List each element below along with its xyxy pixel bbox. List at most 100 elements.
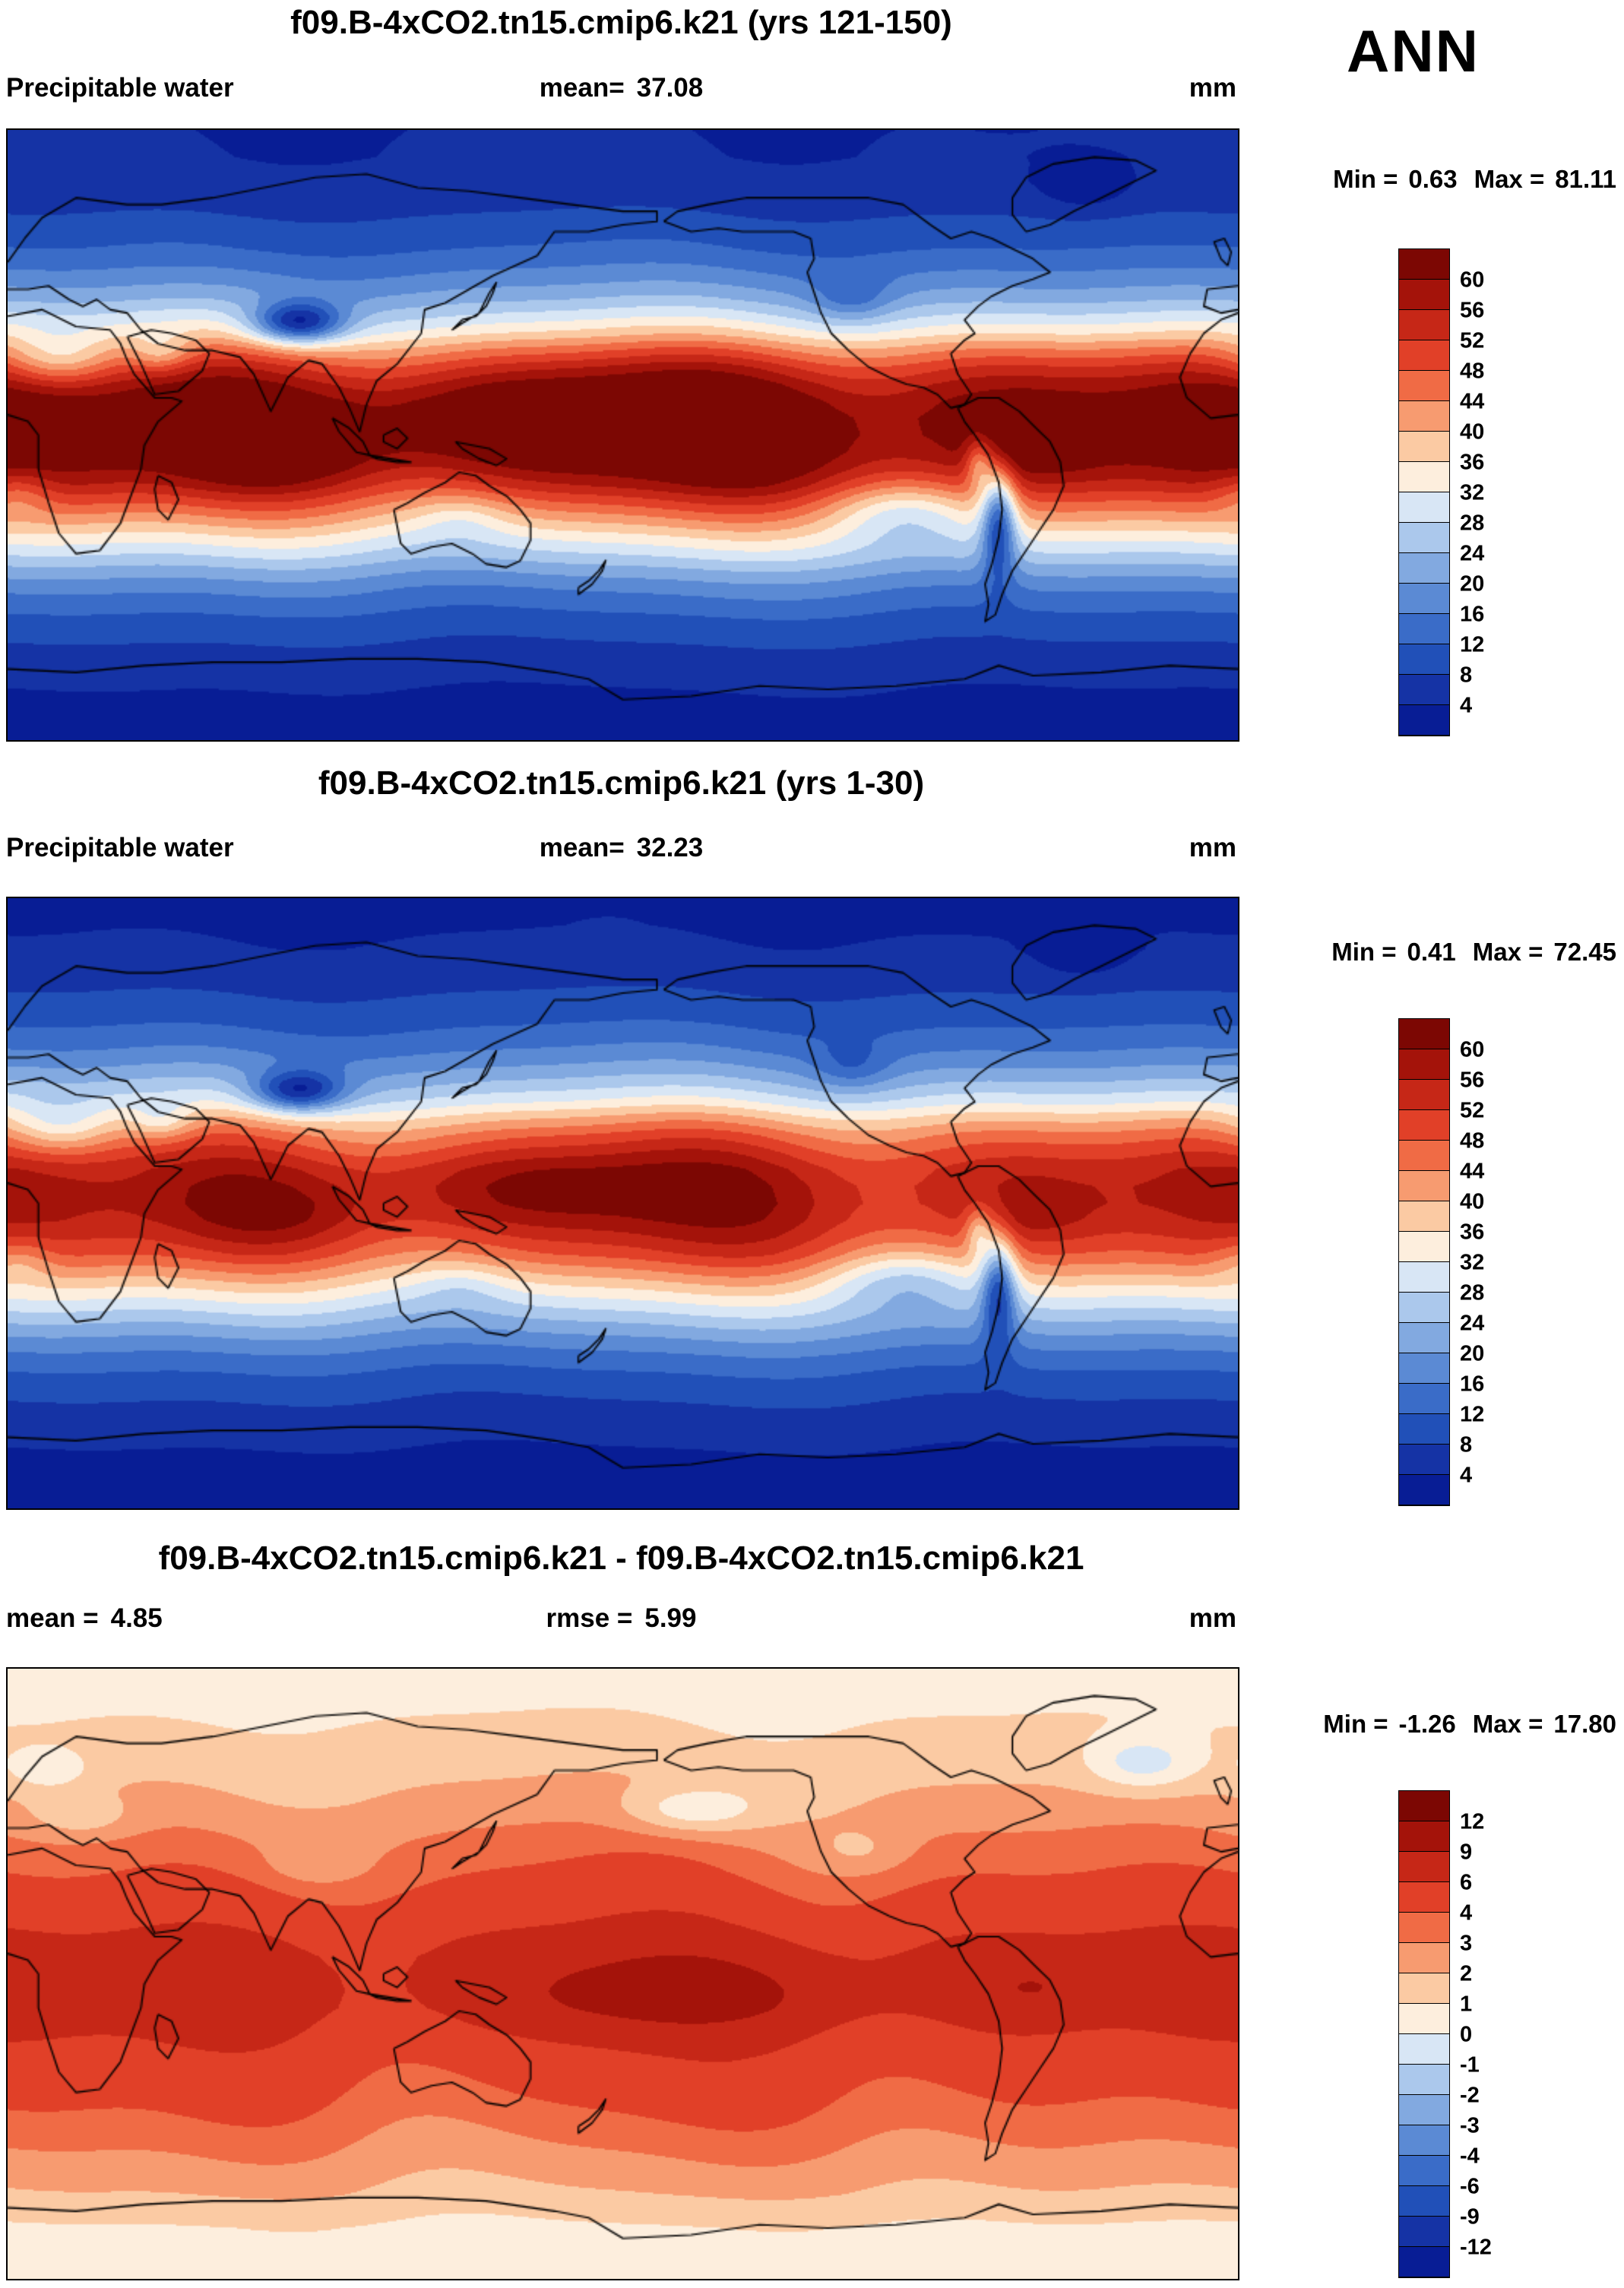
colorbar-box	[1399, 2065, 1449, 2095]
colorbar-box	[1399, 2217, 1449, 2247]
colorbar-label: -4	[1460, 2144, 1480, 2169]
colorbar-label: 0	[1460, 2022, 1473, 2047]
colorbar-box	[1399, 492, 1449, 523]
colorbar-box	[1399, 1445, 1449, 1475]
map-canvas	[6, 128, 1239, 742]
units-label: mm	[1189, 73, 1236, 103]
colorbar-label: -6	[1460, 2174, 1480, 2199]
colorbar-label: 4	[1460, 1463, 1473, 1488]
colorbar: 60 56 52 48 44 40 36 32 28 24 20 16 12 8 4	[1398, 248, 1484, 736]
variable-label: Precipitable water	[6, 833, 234, 862]
colorbar-box	[1399, 2125, 1449, 2156]
colorbar-label: 56	[1460, 1068, 1485, 1093]
colorbar-box	[1399, 1475, 1449, 1505]
colorbar-label: 60	[1460, 1037, 1485, 1062]
colorbar-box	[1399, 584, 1449, 614]
mean-label: mean =	[6, 1603, 99, 1633]
colorbar-label: -3	[1460, 2113, 1480, 2138]
colorbar-label: -1	[1460, 2052, 1480, 2078]
rmse-stat: rmse = 5.99	[546, 1603, 697, 1634]
colorbar-label: 36	[1460, 450, 1485, 475]
colorbar-box	[1399, 1141, 1449, 1171]
colorbar-box	[1399, 432, 1449, 462]
colorbar-box	[1399, 644, 1449, 675]
colorbar-label: 6	[1460, 1870, 1473, 1895]
colorbar-box	[1399, 1791, 1449, 1821]
colorbar-box	[1399, 675, 1449, 705]
colorbar-label: 36	[1460, 1220, 1485, 1245]
colorbar-box	[1399, 1943, 1449, 1973]
colorbar-label: 52	[1460, 328, 1485, 353]
colorbar-label: 56	[1460, 298, 1485, 323]
colorbar-box	[1399, 1110, 1449, 1141]
colorbar-box	[1399, 1232, 1449, 1262]
colorbar-box	[1399, 1821, 1449, 1852]
colorbar-box	[1399, 1293, 1449, 1323]
max-label: Max =	[1474, 165, 1545, 193]
colorbar-label: 4	[1460, 693, 1473, 718]
colorbar-label: 28	[1460, 1280, 1485, 1305]
colorbar-label: 16	[1460, 1372, 1485, 1397]
colorbar-label: -12	[1460, 2235, 1492, 2260]
colorbar-box	[1399, 371, 1449, 401]
mean-stat: mean= 37.08	[540, 73, 703, 103]
colorbar-label: 40	[1460, 419, 1485, 445]
map-canvas	[6, 897, 1239, 1510]
colorbar-box	[1399, 1384, 1449, 1414]
colorbar-label: 28	[1460, 511, 1485, 536]
mean-label: mean=	[539, 833, 625, 862]
colorbar-box	[1399, 1323, 1449, 1353]
panel-title: f09.B-4xCO2.tn15.cmip6.k21 - f09.B-4xCO2…	[158, 1540, 1084, 1577]
colorbar-label: 24	[1460, 1311, 1485, 1336]
colorbar-label: 48	[1460, 359, 1485, 384]
variable-label: Precipitable water	[6, 73, 234, 103]
colorbar-box	[1399, 2156, 1449, 2186]
colorbar: 12 9 6 4 3 2 1 0 -1 -2 -3 -4 -6 -9 -12	[1398, 1790, 1492, 2278]
mean-value: 4.85	[110, 1603, 163, 1633]
colorbar-box	[1399, 1913, 1449, 1943]
mean-stat: mean = 4.85	[6, 1603, 163, 1634]
colorbar-box	[1399, 614, 1449, 644]
colorbar-label: 1	[1460, 1992, 1473, 2017]
colorbar-label: 32	[1460, 480, 1485, 505]
season-label: ANN	[1347, 17, 1480, 84]
colorbar-box	[1399, 705, 1449, 736]
colorbar-label: -2	[1460, 2083, 1480, 2108]
colorbar-label: 12	[1460, 1809, 1485, 1834]
colorbar-box	[1399, 2247, 1449, 2277]
colorbar-label: 8	[1460, 663, 1473, 688]
colorbar-box	[1399, 2034, 1449, 2065]
colorbar-label: 44	[1460, 389, 1485, 414]
colorbar-box	[1399, 340, 1449, 371]
colorbar-label: 2	[1460, 1961, 1473, 1986]
units-label: mm	[1189, 833, 1236, 862]
min-label: Min =	[1333, 165, 1398, 193]
colorbar-label: 12	[1460, 1402, 1485, 1427]
min-value: 0.41	[1407, 938, 1456, 966]
colorbar-label: 20	[1460, 1341, 1485, 1366]
stats-row: Precipitable water mean= 37.08 mm	[0, 73, 1243, 106]
max-value: 17.80	[1553, 1710, 1616, 1738]
colorbar-box	[1399, 1414, 1449, 1445]
colorbar-label: 40	[1460, 1189, 1485, 1214]
min-value: 0.63	[1408, 165, 1458, 193]
colorbar-label: -9	[1460, 2204, 1480, 2229]
colorbar-label: 12	[1460, 632, 1485, 657]
colorbar-box	[1399, 1201, 1449, 1232]
mean-value: 32.23	[636, 833, 704, 862]
colorbar-label: 32	[1460, 1250, 1485, 1275]
panel-title: f09.B-4xCO2.tn15.cmip6.k21 (yrs 1-30)	[318, 764, 925, 802]
max-label: Max =	[1472, 938, 1543, 966]
max-value: 72.45	[1553, 938, 1616, 966]
colorbar-box	[1399, 1353, 1449, 1384]
mean-label: mean=	[539, 73, 625, 103]
colorbar-box	[1399, 2004, 1449, 2034]
mean-value: 37.08	[636, 73, 704, 103]
colorbar-box	[1399, 2095, 1449, 2125]
stats-row: Precipitable water mean= 32.23 mm	[0, 833, 1243, 866]
colorbar-box	[1399, 553, 1449, 584]
colorbar-label: 16	[1460, 602, 1485, 627]
colorbar-box	[1399, 523, 1449, 553]
min-label: Min =	[1323, 1710, 1388, 1738]
